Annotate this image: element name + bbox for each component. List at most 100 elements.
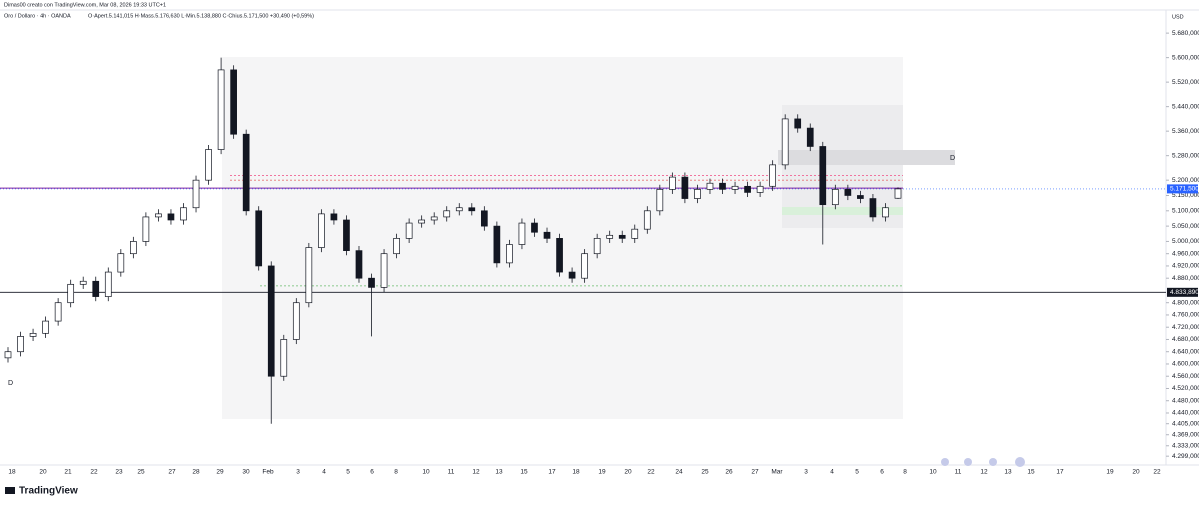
candle-body: [882, 207, 889, 218]
candle-body: [192, 179, 200, 209]
price-label: 5.171,500: [1170, 186, 1199, 193]
candle-body: [42, 320, 49, 334]
candle-body: [606, 234, 614, 239]
y-tick-label: 5.600,000: [1172, 54, 1199, 61]
candle-body: [694, 189, 701, 199]
y-tick-label: 4.440,000: [1172, 410, 1199, 417]
candle-body: [543, 231, 551, 239]
candle-body: [806, 127, 814, 147]
candle-body: [493, 225, 501, 264]
y-tick-label: 4.680,000: [1172, 336, 1199, 343]
candle-body: [618, 234, 626, 239]
x-tick-label: 25: [137, 469, 145, 476]
candle-body: [769, 164, 776, 187]
x-tick-label: 4: [322, 469, 326, 476]
event-flag[interactable]: [989, 458, 997, 466]
x-tick-label: 10: [929, 469, 937, 476]
candle-body: [531, 222, 538, 233]
event-flag[interactable]: [1015, 457, 1025, 467]
ohlc-legend: O·Apert.5.141,015 H·Mass.5.176,630 L·Min…: [88, 13, 314, 19]
candle-body: [4, 351, 12, 359]
candle-body: [343, 219, 350, 251]
candle-body: [255, 210, 263, 267]
zone-box: [782, 207, 903, 215]
x-tick-label: 11: [955, 469, 962, 476]
x-tick-label: 6: [370, 469, 374, 476]
candle-body: [631, 228, 639, 239]
price-label: 4.833,890: [1170, 289, 1199, 296]
x-tick-label: 22: [647, 469, 655, 476]
x-tick-label: 24: [675, 469, 683, 476]
price-label-box: [1167, 184, 1198, 194]
candle-body: [242, 133, 250, 212]
candle-body: [643, 210, 651, 230]
x-tick-label: Mar: [771, 469, 783, 476]
x-tick-label: 22: [90, 469, 98, 476]
y-tick-label: 5.200,000: [1172, 177, 1199, 184]
candle-body: [380, 253, 388, 288]
candle-body: [669, 176, 676, 190]
y-tick-label: 4.560,000: [1172, 373, 1199, 380]
y-tick-label: 4.600,000: [1172, 361, 1199, 368]
candle-body: [180, 207, 187, 221]
x-tick-label: 27: [751, 469, 759, 476]
x-tick-label: 23: [115, 469, 123, 476]
y-tick-label: 5.050,000: [1172, 223, 1199, 230]
x-tick-label: 20: [1132, 469, 1140, 476]
candle-body: [831, 189, 839, 206]
candle-body: [719, 182, 726, 190]
x-tick-label: 5: [855, 469, 859, 476]
candle-body: [267, 265, 275, 377]
x-tick-label: 3: [296, 469, 300, 476]
candle-body: [844, 189, 852, 196]
price-label-box: [1167, 287, 1198, 297]
x-tick-label: 6: [880, 469, 884, 476]
candle-body: [568, 271, 576, 279]
candle-body: [819, 146, 827, 206]
zone-marker: D: [8, 380, 13, 387]
candle-body: [67, 283, 75, 304]
y-tick-label: 5.680,000: [1172, 30, 1199, 37]
candle-body: [167, 213, 175, 221]
x-tick-label: 15: [520, 469, 528, 476]
brand: TradingView: [19, 486, 78, 497]
candle-body: [405, 222, 413, 239]
candle-body: [280, 339, 288, 377]
candle-body: [455, 207, 463, 212]
x-tick-label: 19: [598, 469, 606, 476]
x-tick-label: 22: [1153, 469, 1161, 476]
x-tick-label: 29: [216, 469, 224, 476]
candle-body: [593, 238, 601, 255]
candle-body: [217, 69, 225, 150]
event-flag[interactable]: [964, 458, 972, 466]
candle-body: [292, 302, 300, 340]
x-tick-label: 11: [448, 469, 455, 476]
y-tick-label: 4.760,000: [1172, 312, 1199, 319]
logo: [5, 487, 15, 494]
candle-body: [92, 280, 100, 297]
x-tick-label: 12: [980, 469, 988, 476]
candle-body: [54, 302, 62, 322]
x-tick-label: 30: [242, 469, 250, 476]
candle-body: [330, 213, 338, 221]
candle-body: [756, 185, 764, 193]
candle-body: [894, 188, 902, 199]
y-tick-label: 5.100,000: [1172, 208, 1199, 215]
candle-body: [480, 210, 488, 227]
x-tick-label: 3: [804, 469, 808, 476]
x-tick-label: 20: [39, 469, 47, 476]
zone-box: [778, 150, 955, 165]
y-tick-label: 4.299,000: [1172, 453, 1199, 460]
candle-body: [305, 247, 313, 304]
candle-body: [29, 332, 37, 337]
x-tick-label: 4: [830, 469, 834, 476]
candle-body: [794, 118, 802, 129]
y-tick-label: 4.920,000: [1172, 263, 1199, 270]
x-tick-label: 26: [725, 469, 733, 476]
candle-body: [205, 149, 212, 181]
y-tick-label: 5.150,000: [1172, 192, 1199, 199]
candle-body: [104, 271, 112, 297]
candle-body: [857, 195, 864, 199]
x-tick-label: 17: [1056, 469, 1064, 476]
event-flag[interactable]: [941, 458, 949, 466]
